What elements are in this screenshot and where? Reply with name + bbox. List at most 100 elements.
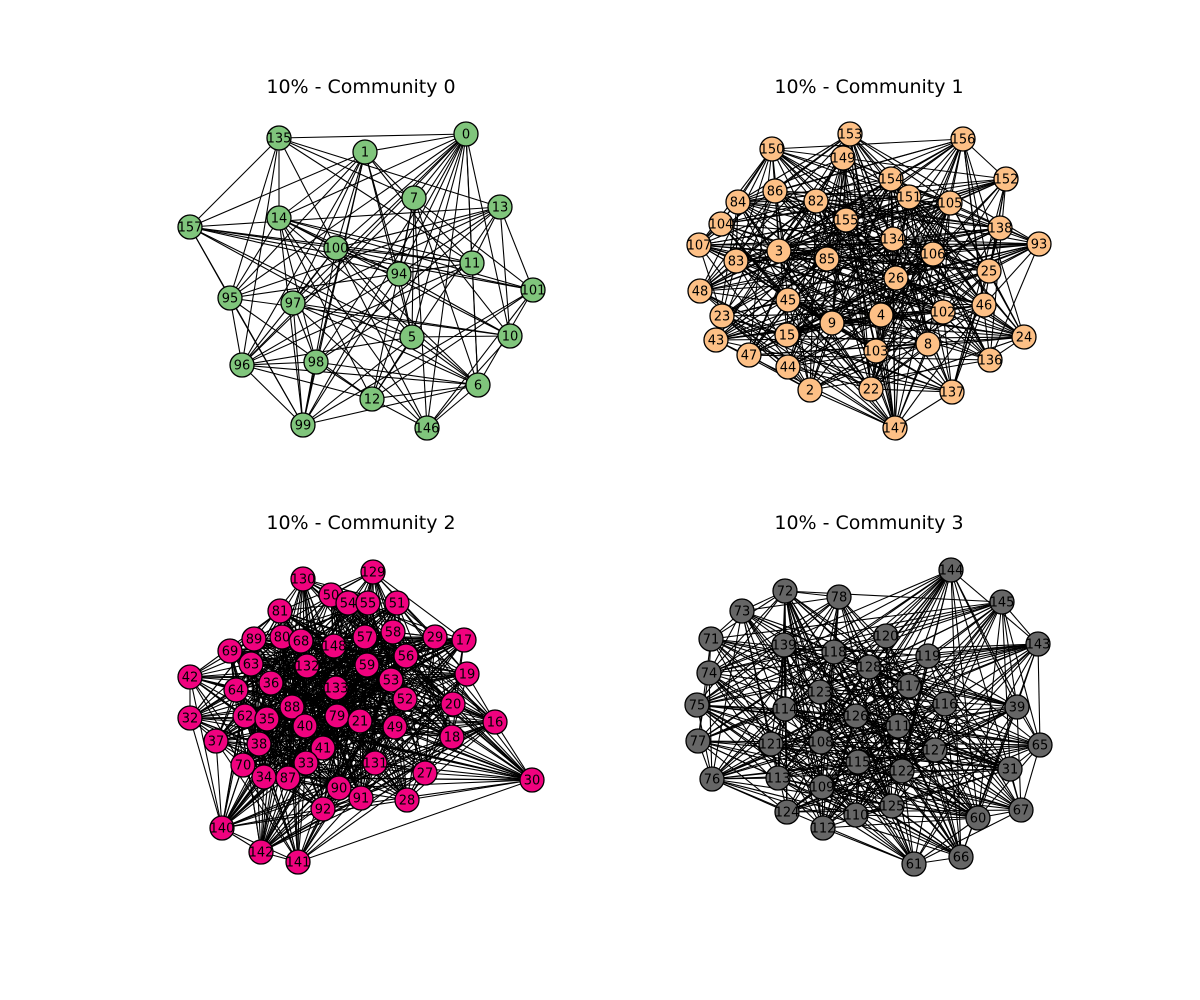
graph-node-102: 102: [930, 299, 956, 325]
graph-edge: [699, 227, 1001, 292]
graph-node-49: 49: [382, 714, 408, 740]
node-circle: [386, 261, 412, 287]
node-circle: [915, 331, 941, 357]
graph-edge: [821, 786, 962, 858]
graph-node-24: 24: [1011, 324, 1037, 350]
graph-edge: [241, 364, 479, 386]
node-label: 97: [285, 297, 302, 312]
node-label: 137: [940, 386, 965, 401]
panel-title: 10% - Community 2: [266, 512, 455, 534]
graph-edge: [413, 197, 479, 386]
graph-edge: [335, 247, 413, 338]
node-label: 136: [978, 354, 1003, 369]
node-label: 125: [880, 800, 905, 815]
graph-edge: [699, 290, 788, 336]
graph-edge: [241, 151, 366, 366]
node-circle: [177, 214, 203, 240]
graph-edge: [696, 590, 786, 706]
graph-node-140: 140: [209, 815, 235, 841]
graph-edge: [857, 761, 979, 819]
node-label: 57: [357, 631, 374, 646]
node-circle: [901, 851, 927, 877]
graph-edge: [786, 238, 894, 336]
graph-edge: [891, 744, 1041, 807]
node-label: 10: [502, 330, 519, 345]
node-circle: [882, 415, 908, 441]
node-label: 126: [844, 710, 869, 725]
node-circle: [873, 623, 899, 649]
node-circle: [285, 849, 311, 875]
graph-edge: [855, 703, 946, 717]
graph-node-85: 85: [814, 246, 840, 272]
graph-edge: [229, 262, 473, 299]
graph-edge: [411, 335, 511, 338]
graph-edge: [278, 217, 473, 264]
graph-node-103: 103: [863, 338, 889, 364]
graph-node-149: 149: [830, 145, 856, 171]
node-circle: [708, 211, 734, 237]
node-label: 7: [410, 192, 418, 207]
graph-node-88: 88: [279, 694, 305, 720]
graph-edge: [297, 736, 453, 863]
graph-edge: [977, 601, 1003, 819]
node-circle: [394, 787, 420, 813]
graph-edge: [821, 768, 1011, 788]
graph-edge: [338, 779, 533, 789]
graph-node-154: 154: [878, 166, 904, 192]
node-label: 41: [315, 742, 332, 757]
graph-edge: [304, 725, 533, 781]
graph-node-6: 6: [465, 372, 491, 398]
graph-edge: [857, 761, 1022, 811]
graph-edge: [711, 651, 835, 780]
graph-node-86: 86: [762, 178, 788, 204]
node-circle: [758, 731, 784, 757]
node-circle: [392, 686, 418, 712]
node-circle: [248, 839, 274, 865]
node-label: 32: [182, 712, 199, 727]
node-circle: [412, 760, 438, 786]
node-circle: [880, 226, 906, 252]
graph-node-1: 1: [352, 139, 378, 165]
node-circle: [699, 766, 725, 792]
graph-edge: [335, 247, 428, 429]
graph-node-94: 94: [386, 261, 412, 287]
graph-edge: [771, 148, 789, 301]
node-label: 90: [331, 782, 348, 797]
node-circle: [826, 584, 852, 610]
graph-edge: [278, 133, 467, 139]
node-label: 92: [315, 803, 332, 818]
graph-node-101: 101: [520, 277, 546, 303]
graph-node-141: 141: [285, 849, 311, 875]
graph-edge: [787, 253, 934, 368]
graph-node-35: 35: [254, 706, 280, 732]
graph-edge: [942, 311, 953, 393]
node-circle: [290, 566, 316, 592]
graph-node-25: 25: [976, 258, 1002, 284]
node-circle: [267, 598, 293, 624]
node-circle: [775, 287, 801, 313]
node-label: 26: [888, 272, 905, 287]
graph-node-69: 69: [217, 638, 243, 664]
graph-edge: [338, 736, 453, 789]
graph-edge: [413, 197, 428, 429]
node-circle: [939, 379, 965, 405]
node-circle: [1008, 797, 1034, 823]
graph-node-84: 84: [725, 189, 751, 215]
node-label: 3: [775, 245, 783, 260]
graph-edge: [913, 809, 1022, 865]
node-circle: [209, 815, 235, 841]
graph-node-10: 10: [497, 323, 523, 349]
graph-edge: [278, 217, 373, 400]
node-label: 127: [923, 744, 948, 759]
graph-edge: [748, 238, 894, 356]
node-label: 43: [708, 334, 725, 349]
graph-node-106: 106: [920, 241, 946, 267]
node-circle: [977, 347, 1003, 373]
graph-edge: [771, 148, 1007, 180]
graph-edge: [721, 243, 1040, 317]
graph-edge: [708, 644, 785, 674]
graph-edge: [897, 725, 962, 858]
node-label: 56: [398, 650, 415, 665]
node-label: 119: [916, 650, 941, 665]
